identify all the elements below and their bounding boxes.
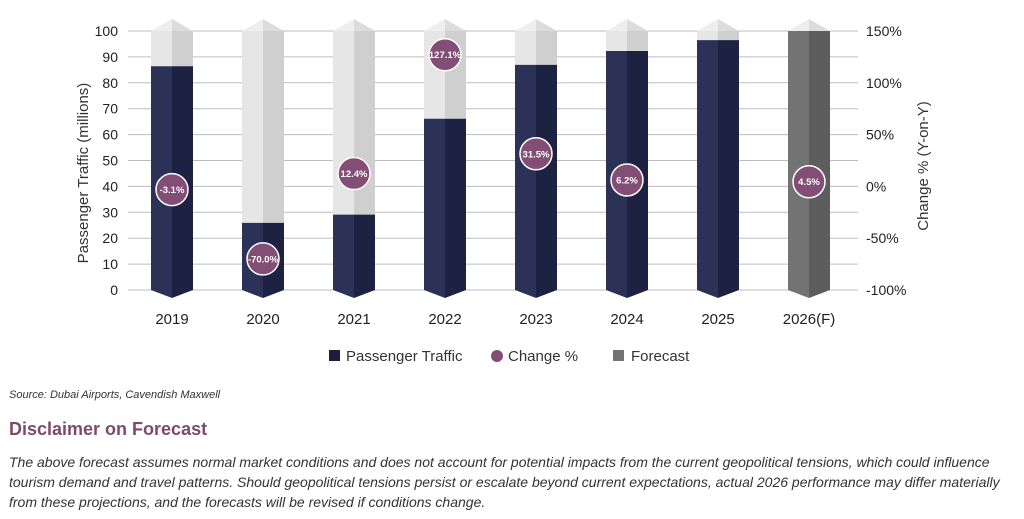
change-bubble bbox=[610, 163, 644, 197]
y2-axis-title: Change % (Y-on-Y) bbox=[915, 101, 932, 231]
y-tick-label: 50 bbox=[102, 153, 118, 169]
bar-background bbox=[627, 31, 648, 51]
bar-background-cap bbox=[788, 19, 809, 31]
y-axis-ticks: 0 10 20 30 40 50 60 70 80 90 100 bbox=[95, 23, 119, 298]
change-label: 12.4% bbox=[341, 169, 368, 180]
change-label: 127.1% bbox=[429, 50, 462, 61]
traffic-bar bbox=[697, 40, 718, 298]
x-tick-label: 2020 bbox=[246, 311, 279, 328]
legend: Passenger Traffic Change % Forecast bbox=[329, 348, 690, 365]
x-axis-labels: 2019 2020 2021 2022 2023 2024 2025 2026(F) bbox=[155, 311, 835, 328]
y-axis-title: Passenger Traffic (millions) bbox=[75, 83, 92, 264]
y-tick-label: 0 bbox=[110, 282, 118, 298]
bar-background-cap bbox=[354, 19, 375, 31]
gridlines bbox=[128, 30, 858, 291]
x-tick-label: 2024 bbox=[610, 311, 643, 328]
bar-background-cap bbox=[172, 19, 193, 31]
bar-background bbox=[606, 31, 627, 51]
change-bubble bbox=[519, 137, 553, 171]
bar-background bbox=[697, 31, 718, 41]
traffic-bar bbox=[718, 40, 739, 298]
y2-tick-label: 100% bbox=[866, 75, 902, 91]
x-tick-label: 2026(F) bbox=[783, 311, 836, 328]
bar-background bbox=[151, 31, 172, 67]
y-tick-label: 90 bbox=[102, 49, 118, 65]
bar-background bbox=[172, 31, 193, 67]
legend-label-passenger-traffic: Passenger Traffic bbox=[346, 348, 463, 365]
traffic-bar bbox=[536, 64, 557, 298]
disclaimer-title: Disclaimer on Forecast bbox=[9, 419, 208, 439]
traffic-bar bbox=[445, 118, 466, 299]
y-tick-label: 10 bbox=[102, 256, 118, 272]
y2-tick-label: 50% bbox=[866, 127, 894, 143]
change-label: 6.2% bbox=[616, 175, 638, 186]
bar-background-cap bbox=[263, 19, 284, 31]
bar-background-cap bbox=[536, 19, 557, 31]
change-label: -3.1% bbox=[160, 185, 185, 196]
y-tick-label: 40 bbox=[102, 178, 118, 194]
y-tick-label: 30 bbox=[102, 204, 118, 220]
traffic-bar bbox=[354, 214, 375, 298]
bar-background-cap bbox=[333, 19, 354, 31]
disclaimer-text: The above forecast assumes normal market… bbox=[9, 454, 1000, 510]
x-tick-label: 2021 bbox=[337, 311, 370, 328]
y2-tick-label: 0% bbox=[866, 178, 886, 194]
change-bubble bbox=[337, 156, 371, 191]
legend-swatch-change bbox=[491, 350, 503, 362]
bar-background bbox=[515, 31, 536, 65]
change-bubble bbox=[792, 164, 826, 199]
x-tick-label: 2023 bbox=[519, 311, 552, 328]
y2-tick-label: -50% bbox=[866, 230, 899, 246]
bar-background-cap bbox=[627, 19, 648, 31]
change-bubble bbox=[155, 172, 189, 207]
x-tick-label: 2019 bbox=[155, 311, 188, 328]
forecast-bar bbox=[809, 31, 830, 298]
traffic-bar bbox=[424, 118, 445, 299]
legend-swatch-forecast bbox=[613, 350, 624, 361]
passenger-traffic-chart: -3.1% -70.0% 12.4% 127.1% 31.5% 6.2% 4.5% 0 10 2… bbox=[75, 19, 932, 365]
y-tick-label: 20 bbox=[102, 230, 118, 246]
legend-label-forecast: Forecast bbox=[631, 348, 690, 365]
change-label: 4.5% bbox=[798, 177, 820, 188]
bar-background bbox=[263, 31, 284, 223]
bar-background-cap bbox=[809, 19, 830, 31]
bar-background-cap bbox=[718, 19, 739, 31]
change-label: -70.0% bbox=[248, 254, 279, 265]
y2-tick-label: 150% bbox=[866, 23, 902, 39]
legend-swatch-passenger-traffic bbox=[329, 350, 340, 361]
traffic-bar bbox=[515, 64, 536, 298]
y-tick-label: 100 bbox=[95, 23, 119, 39]
y2-tick-label: -100% bbox=[866, 282, 906, 298]
change-bubble bbox=[428, 37, 462, 72]
traffic-bar bbox=[333, 214, 354, 298]
bar-background-cap bbox=[606, 19, 627, 31]
x-tick-label: 2022 bbox=[428, 311, 461, 328]
change-label: 31.5% bbox=[523, 149, 550, 160]
bar-background bbox=[718, 31, 739, 41]
x-tick-label: 2025 bbox=[701, 311, 734, 328]
source-note: Source: Dubai Airports, Cavendish Maxwel… bbox=[9, 389, 221, 401]
legend-label-change: Change % bbox=[508, 348, 578, 365]
bar-background bbox=[536, 31, 557, 65]
y-tick-label: 60 bbox=[102, 127, 118, 143]
bar-background-cap bbox=[151, 19, 172, 31]
y2-axis-ticks: -100% -50% 0% 50% 100% 150% bbox=[866, 23, 906, 298]
bar-background-cap bbox=[242, 19, 263, 31]
bar-background-cap bbox=[515, 19, 536, 31]
change-bubble bbox=[246, 242, 280, 276]
bar-background-cap bbox=[697, 19, 718, 31]
bar-background-cap bbox=[445, 19, 466, 31]
forecast-bar bbox=[788, 31, 809, 298]
y-tick-label: 80 bbox=[102, 75, 118, 91]
y-tick-label: 70 bbox=[102, 101, 118, 117]
bars: -3.1% -70.0% 12.4% 127.1% 31.5% 6.2% 4.5% bbox=[151, 19, 830, 299]
bar-background-cap bbox=[424, 19, 445, 31]
bar-background bbox=[242, 31, 263, 223]
